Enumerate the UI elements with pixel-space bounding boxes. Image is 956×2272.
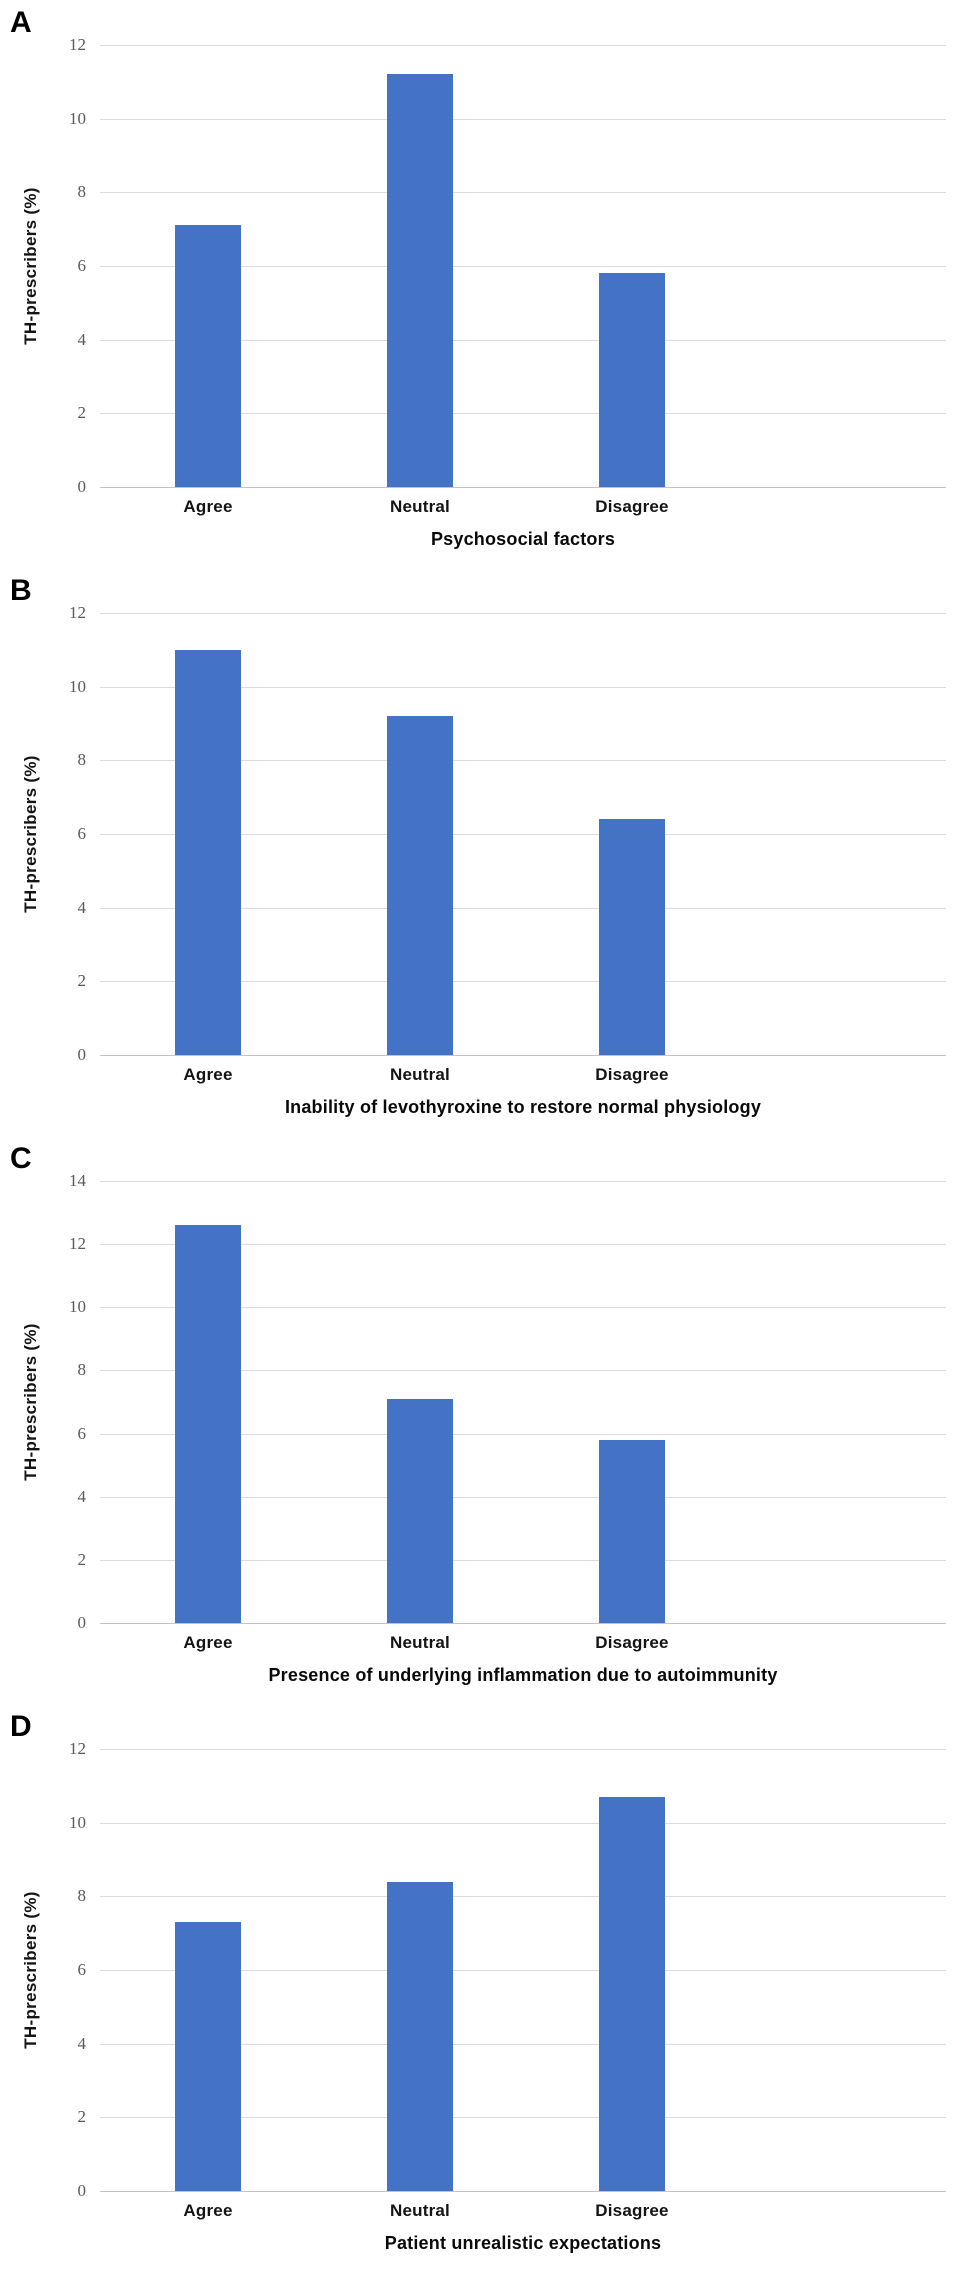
y-tick-label: 2	[77, 971, 87, 990]
y-tick-label: 8	[77, 1360, 87, 1379]
x-axis-line	[100, 1055, 946, 1056]
y-gridline	[100, 413, 946, 414]
category-label-disagree: Disagree	[595, 497, 669, 516]
panel-letter-d: D	[10, 1710, 33, 1743]
bar-agree	[175, 1225, 241, 1623]
y-tick-label: 0	[77, 477, 87, 496]
y-gridline	[100, 119, 946, 120]
bar-agree	[175, 650, 241, 1055]
chart-title: Psychosocial factors	[430, 529, 616, 549]
bar-agree	[175, 225, 241, 487]
panel-letter-c: C	[10, 1142, 33, 1175]
y-axis-title: TH-prescribers (%)	[21, 755, 40, 913]
y-gridline	[100, 687, 946, 688]
y-gridline	[100, 1307, 946, 1308]
y-tick-label: 4	[77, 898, 87, 917]
y-tick-label: 10	[69, 677, 86, 696]
y-axis-title: TH-prescribers (%)	[21, 1891, 40, 2049]
bar-disagree	[599, 273, 665, 487]
y-gridline	[100, 1749, 946, 1750]
chart-title: Inability of levothyroxine to restore no…	[284, 1097, 762, 1117]
y-gridline	[100, 908, 946, 909]
chart-panel-b: B 0 2 4 6 8 10 12 Agree Neutral Disagree Inability …	[0, 568, 956, 1136]
y-gridline	[100, 45, 946, 46]
y-gridline	[100, 2044, 946, 2045]
y-tick-label: 6	[77, 1424, 87, 1443]
y-gridline	[100, 192, 946, 193]
y-tick-label: 0	[77, 1045, 87, 1064]
y-tick-label: 0	[77, 2181, 87, 2200]
y-gridline	[100, 1434, 946, 1435]
y-tick-label: 12	[69, 1739, 86, 1758]
chart-panel-a: A 0 2 4 6 8 10 12 Agree Neutral Disagree Psychosoci…	[0, 0, 956, 568]
category-label-neutral: Neutral	[390, 497, 450, 516]
bar-neutral	[387, 1399, 453, 1623]
y-tick-label: 2	[77, 2107, 87, 2126]
bar-neutral	[387, 1882, 453, 2191]
y-tick-label: 4	[77, 2034, 87, 2053]
bar-disagree	[599, 1797, 665, 2191]
y-gridline	[100, 834, 946, 835]
chart-panel-d: D 0 2 4 6 8 10 12 Agree Neutral Disagree Patient un…	[0, 1704, 956, 2272]
y-gridline	[100, 1181, 946, 1182]
bar-neutral	[387, 74, 453, 487]
category-label-agree: Agree	[183, 2201, 233, 2220]
y-gridline	[100, 760, 946, 761]
y-tick-label: 12	[69, 35, 86, 54]
y-tick-label: 0	[77, 1613, 87, 1632]
x-axis-line	[100, 2191, 946, 2192]
y-axis-title: TH-prescribers (%)	[21, 1323, 40, 1481]
bar-neutral	[387, 716, 453, 1055]
y-gridline	[100, 981, 946, 982]
x-axis-line	[100, 487, 946, 488]
y-tick-label: 6	[77, 824, 87, 843]
y-tick-label: 6	[77, 256, 87, 275]
y-tick-label: 12	[69, 1234, 86, 1253]
y-gridline	[100, 1970, 946, 1971]
y-axis-title: TH-prescribers (%)	[21, 187, 40, 345]
y-gridline	[100, 1370, 946, 1371]
category-label-neutral: Neutral	[390, 1633, 450, 1652]
y-tick-label: 8	[77, 750, 87, 769]
category-label-neutral: Neutral	[390, 2201, 450, 2220]
category-label-agree: Agree	[183, 1065, 233, 1084]
y-gridline	[100, 2117, 946, 2118]
bar-disagree	[599, 819, 665, 1055]
x-axis-line	[100, 1623, 946, 1624]
y-tick-label: 2	[77, 1550, 87, 1569]
y-tick-label: 6	[77, 1960, 87, 1979]
chart-panel-c: C 0 2 4 6 8 10 12 14 Agree Neutral Disagree Presence…	[0, 1136, 956, 1704]
chart-title: Patient unrealistic expectations	[384, 2233, 662, 2253]
y-tick-label: 4	[77, 330, 87, 349]
y-tick-label: 14	[69, 1171, 86, 1190]
y-tick-label: 2	[77, 403, 87, 422]
y-gridline	[100, 1560, 946, 1561]
panel-letter-a: A	[10, 6, 33, 39]
y-tick-label: 8	[77, 182, 87, 201]
bar-disagree	[599, 1440, 665, 1623]
y-tick-label: 10	[69, 1297, 86, 1316]
y-tick-label: 4	[77, 1487, 87, 1506]
category-label-neutral: Neutral	[390, 1065, 450, 1084]
y-tick-label: 10	[69, 1813, 86, 1832]
y-tick-label: 12	[69, 603, 86, 622]
y-gridline	[100, 1497, 946, 1498]
category-label-disagree: Disagree	[595, 2201, 669, 2220]
y-gridline	[100, 1823, 946, 1824]
y-tick-label: 8	[77, 1886, 87, 1905]
y-tick-label: 10	[69, 109, 86, 128]
y-gridline	[100, 340, 946, 341]
y-gridline	[100, 1244, 946, 1245]
bar-agree	[175, 1922, 241, 2191]
y-gridline	[100, 1896, 946, 1897]
y-gridline	[100, 613, 946, 614]
panel-letter-b: B	[10, 574, 33, 607]
category-label-disagree: Disagree	[595, 1065, 669, 1084]
y-gridline	[100, 266, 946, 267]
category-label-agree: Agree	[183, 1633, 233, 1652]
category-label-disagree: Disagree	[595, 1633, 669, 1652]
chart-title: Presence of underlying inflammation due …	[268, 1665, 778, 1685]
category-label-agree: Agree	[183, 497, 233, 516]
